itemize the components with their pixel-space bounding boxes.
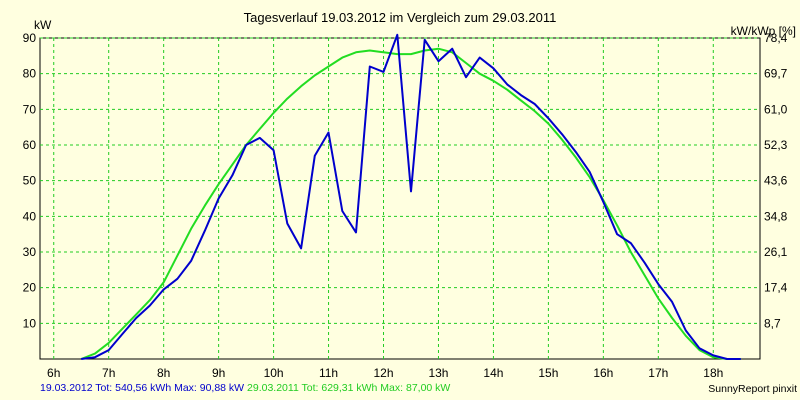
brand-label: SunnyReport pinxit — [708, 383, 797, 395]
y-tick-label-right: 8,7 — [764, 316, 781, 330]
y-tick-label-left: 40 — [23, 209, 37, 223]
y-tick-label-left: 80 — [23, 67, 37, 81]
y-tick-label-right: 26,1 — [764, 245, 788, 259]
x-tick-label: 16h — [593, 366, 613, 380]
y-axis-label-left: kW — [34, 18, 52, 32]
legend-entry-2012: 19.03.2012 Tot: 540,56 kWh Max: 90,88 kW — [40, 382, 245, 394]
y-tick-label-right: 17,4 — [764, 281, 788, 295]
y-tick-label-right: 78,4 — [764, 31, 788, 45]
y-tick-label-right: 61,0 — [764, 102, 788, 116]
x-tick-label: 11h — [319, 366, 338, 380]
y-tick-label-left: 60 — [23, 138, 37, 152]
y-tick-label-right: 43,6 — [764, 174, 788, 188]
y-tick-label-right: 52,3 — [764, 138, 788, 152]
series-line-29-03-2011 — [80, 47, 741, 360]
x-tick-label: 10h — [264, 366, 284, 380]
chart-title: Tagesverlauf 19.03.2012 im Vergleich zum… — [244, 10, 557, 25]
y-tick-label-left: 30 — [23, 245, 37, 259]
x-tick-label: 7h — [102, 366, 115, 380]
y-tick-label-left: 70 — [23, 102, 37, 116]
y-tick-label-left: 90 — [23, 31, 37, 45]
x-tick-label: 15h — [538, 366, 558, 380]
y-tick-label-left: 20 — [23, 281, 37, 295]
series-line-19-03-2012 — [81, 33, 741, 360]
y-tick-label-right: 34,8 — [764, 209, 788, 223]
x-tick-label: 14h — [483, 366, 503, 380]
x-tick-label: 8h — [157, 366, 170, 380]
x-tick-label: 6h — [47, 366, 60, 380]
y-axis-label-right: kW/kWp [%] — [731, 24, 796, 38]
y-tick-label-right: 69,7 — [764, 67, 788, 81]
legend-entry-2011: 29.03.2011 Tot: 629,31 kWh Max: 87,00 kW — [247, 382, 451, 394]
x-tick-label: 13h — [428, 366, 448, 380]
x-tick-label: 9h — [212, 366, 225, 380]
plot-frame — [39, 37, 761, 360]
x-tick-label: 17h — [648, 366, 668, 380]
x-tick-label: 12h — [373, 366, 393, 380]
y-tick-label-left: 50 — [23, 174, 37, 188]
legend: 19.03.2012 Tot: 540,56 kWh Max: 90,88 kW… — [40, 382, 450, 394]
x-tick-label: 18h — [703, 366, 723, 380]
y-tick-label-left: 10 — [23, 316, 37, 330]
